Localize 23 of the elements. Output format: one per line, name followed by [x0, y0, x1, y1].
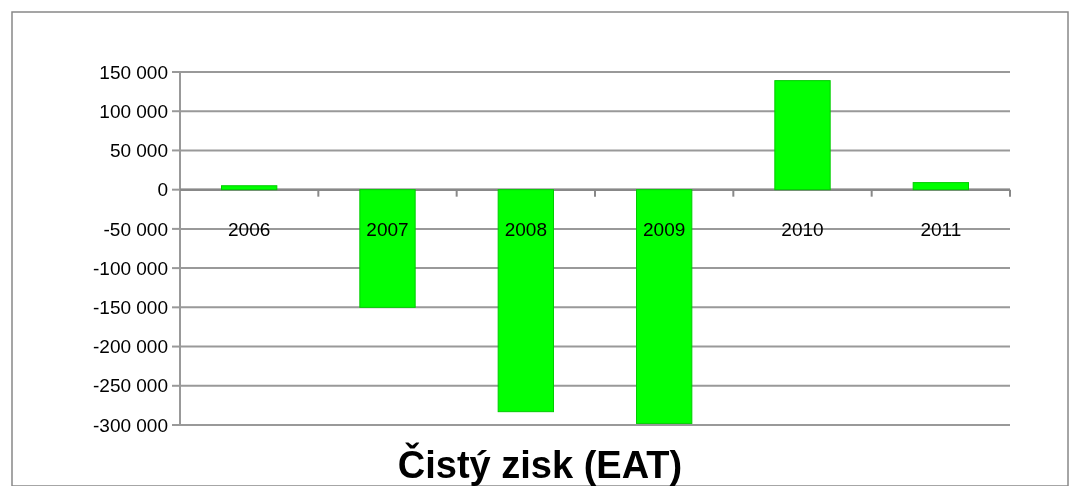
y-tick-label: 100 000 [99, 100, 168, 122]
bar [497, 189, 554, 413]
bar [221, 185, 278, 191]
bar [636, 189, 693, 424]
y-tick-label: -50 000 [103, 218, 168, 240]
bar [912, 182, 969, 191]
x-tick-label: 2010 [781, 218, 824, 240]
y-tick-label: -250 000 [92, 375, 168, 397]
x-tick-label: 2011 [920, 218, 962, 240]
x-tick-label: 2006 [228, 218, 271, 240]
y-tick-label: 50 000 [109, 140, 168, 162]
y-tick-label: -200 000 [92, 336, 168, 358]
y-tick-label: -300 000 [92, 414, 168, 436]
bar [774, 80, 831, 191]
y-tick-label: -150 000 [92, 296, 168, 318]
y-tick-label: -100 000 [92, 257, 168, 279]
x-tick-label: 2009 [643, 218, 686, 240]
text: Čistý zisk (EAT) [397, 442, 683, 486]
bar [359, 189, 416, 308]
x-tick-label: 2008 [504, 218, 547, 240]
y-tick-label: 150 000 [99, 61, 168, 83]
y-tick-label: 0 [157, 179, 168, 201]
x-tick-label: 2007 [366, 218, 409, 240]
